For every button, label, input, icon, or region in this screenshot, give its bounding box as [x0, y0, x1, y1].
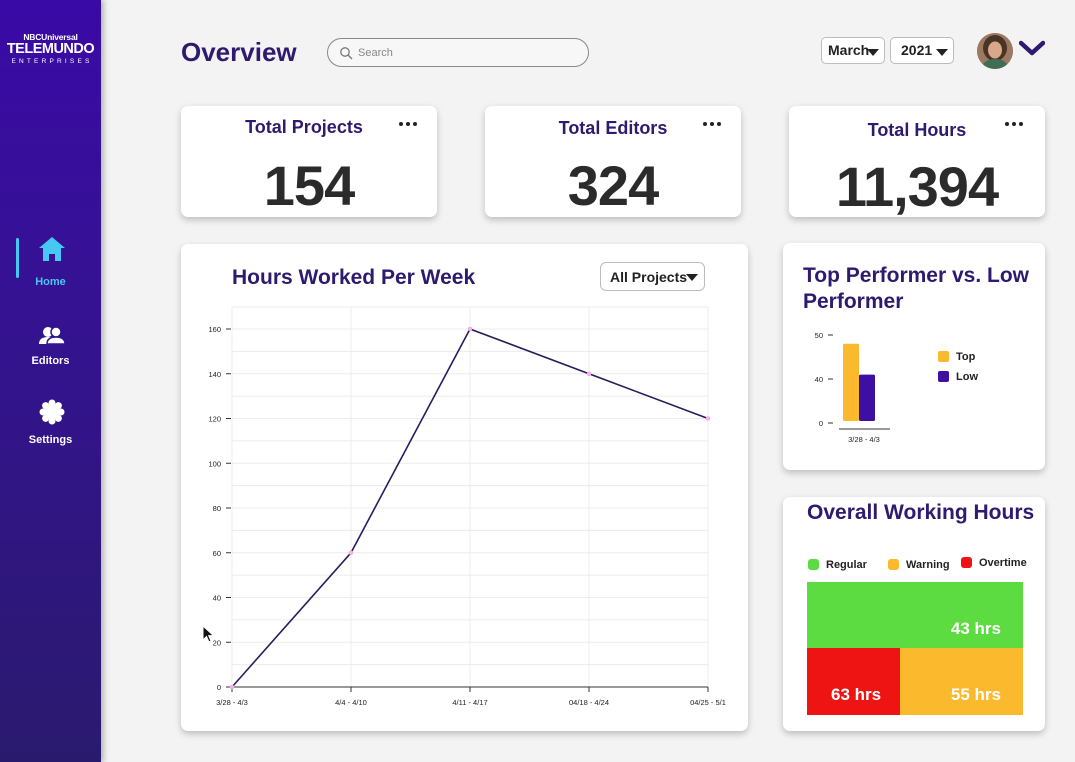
- chart-title: Hours Worked Per Week: [232, 266, 476, 289]
- stat-value: 154: [263, 154, 355, 217]
- project-filter-select[interactable]: All Projects: [600, 262, 705, 291]
- x-tick-label: 3/28 - 4/3: [216, 698, 248, 707]
- avatar[interactable]: [977, 33, 1013, 69]
- legend-label: Overtime: [979, 557, 1027, 569]
- project-filter-value: All Projects: [610, 269, 688, 285]
- stat-value: 11,394: [835, 155, 999, 218]
- stat-title: Total Hours: [867, 120, 967, 140]
- users-icon: [39, 326, 66, 345]
- page-title: Overview: [181, 37, 297, 67]
- more-options-icon[interactable]: [399, 122, 421, 128]
- legend-label: Regular: [826, 559, 867, 571]
- bar-top: [843, 343, 859, 421]
- brand-line-3: ENTERPRISES: [11, 58, 93, 65]
- treemap-tile-warning[interactable]: 55 hrs: [900, 648, 1023, 715]
- caret-down-icon: [936, 49, 948, 56]
- sidebar-item-settings[interactable]: Settings: [0, 399, 101, 455]
- legend-swatch: [961, 557, 972, 568]
- home-icon: [39, 237, 65, 261]
- year-select[interactable]: 2021: [890, 37, 954, 64]
- performer-bar-chart: 0 40 50 3/28 - 4/3: [815, 331, 890, 444]
- y-tick-label: 50: [815, 331, 823, 340]
- legend-swatch: [938, 371, 949, 382]
- legend-swatch: [938, 351, 949, 362]
- sidebar-item-home[interactable]: Home: [0, 236, 101, 292]
- working-hours-title: Overall Working Hours: [807, 501, 1035, 524]
- caret-down-icon: [686, 274, 698, 281]
- y-tick-label: 80: [213, 504, 221, 513]
- y-tick-label: 140: [208, 370, 221, 379]
- caret-down-icon: [867, 49, 879, 56]
- legend-label: Low: [956, 371, 978, 383]
- brand-line-2: TELEMUNDO: [6, 41, 95, 57]
- search-box[interactable]: [327, 38, 589, 67]
- y-tick-label: 100: [208, 459, 221, 468]
- brand-logo: NBCUniversal TELEMUNDO ENTERPRISES: [0, 33, 101, 66]
- x-tick-label: 3/28 - 4/3: [848, 435, 880, 444]
- mouse-cursor-icon: [202, 625, 215, 643]
- y-tick-label: 40: [815, 375, 823, 384]
- treemap-tile-overtime[interactable]: 63 hrs: [807, 648, 900, 715]
- y-tick-label: 0: [819, 419, 823, 428]
- legend-label: Top: [956, 351, 976, 363]
- y-tick-label: 0: [217, 683, 221, 692]
- tile-label: 55 hrs: [950, 685, 1001, 704]
- y-tick-label: 120: [208, 415, 221, 424]
- sidebar: NBCUniversal TELEMUNDO ENTERPRISES Home …: [0, 0, 101, 762]
- stat-value: 324: [567, 154, 659, 217]
- sidebar-item-label: Home: [35, 276, 66, 288]
- stat-card-projects: Total Projects 154: [181, 106, 437, 217]
- sidebar-item-label: Settings: [28, 434, 73, 446]
- x-tick-label: 04/18 - 4/24: [569, 698, 609, 707]
- sidebar-item-editors[interactable]: Editors: [0, 320, 101, 376]
- y-tick-label: 160: [208, 325, 221, 334]
- performer-title: Top Performer vs. Low Performer: [803, 264, 1029, 313]
- data-point: [467, 326, 473, 332]
- data-point: [586, 371, 592, 376]
- working-hours-card: Overall Working Hours Regular Warning Ov…: [783, 497, 1045, 731]
- treemap-tile-regular[interactable]: 43 hrs: [807, 582, 1023, 648]
- x-tick-label: 4/4 - 4/10: [335, 698, 367, 707]
- brand-line-1: NBCUniversal: [23, 32, 78, 42]
- hours-line-chart: 0 20 40 60 80 100 120 140 160 3/28 - 4/3 4/4 - 4/1…: [208, 306, 726, 707]
- month-select[interactable]: March: [821, 37, 885, 64]
- chevron-down-icon[interactable]: [1019, 38, 1045, 58]
- stat-card-editors: Total Editors 324: [485, 106, 741, 217]
- data-point: [705, 416, 711, 421]
- stat-title: Total Editors: [558, 118, 668, 138]
- search-icon: [340, 47, 353, 60]
- tile-label: 63 hrs: [831, 685, 882, 704]
- nav-active-indicator: [16, 238, 19, 278]
- data-point: [229, 684, 235, 690]
- x-tick-label: 4/11 - 4/17: [452, 698, 487, 707]
- search-input[interactable]: [358, 44, 578, 62]
- bar-low: [859, 374, 875, 421]
- stat-card-hours: Total Hours 11,394: [789, 106, 1045, 218]
- tile-label: 43 hrs: [950, 619, 1001, 638]
- more-options-icon[interactable]: [703, 122, 725, 128]
- gear-icon: [39, 399, 65, 425]
- year-select-value: 2021: [901, 42, 933, 58]
- legend-swatch: [808, 559, 819, 570]
- x-tick-label: 04/25 - 5/1: [690, 698, 726, 707]
- y-tick-label: 20: [213, 638, 221, 647]
- y-tick-label: 40: [213, 594, 221, 603]
- stat-title: Total Projects: [245, 117, 363, 137]
- hours-chart-card: 0 20 40 60 80 100 120 140 160 3/28 - 4/3 4/4 - 4/1…: [181, 244, 748, 731]
- month-select-value: March: [828, 42, 870, 58]
- user-photo: [977, 33, 1013, 69]
- data-point: [348, 550, 354, 555]
- performer-card: Top Performer vs. Low Performer 0 40 50 3/2…: [783, 243, 1045, 470]
- y-tick-label: 60: [213, 549, 221, 558]
- legend-swatch: [888, 559, 899, 570]
- sidebar-item-label: Editors: [31, 355, 70, 367]
- more-options-icon[interactable]: [1005, 122, 1027, 128]
- legend-label: Warning: [906, 559, 950, 571]
